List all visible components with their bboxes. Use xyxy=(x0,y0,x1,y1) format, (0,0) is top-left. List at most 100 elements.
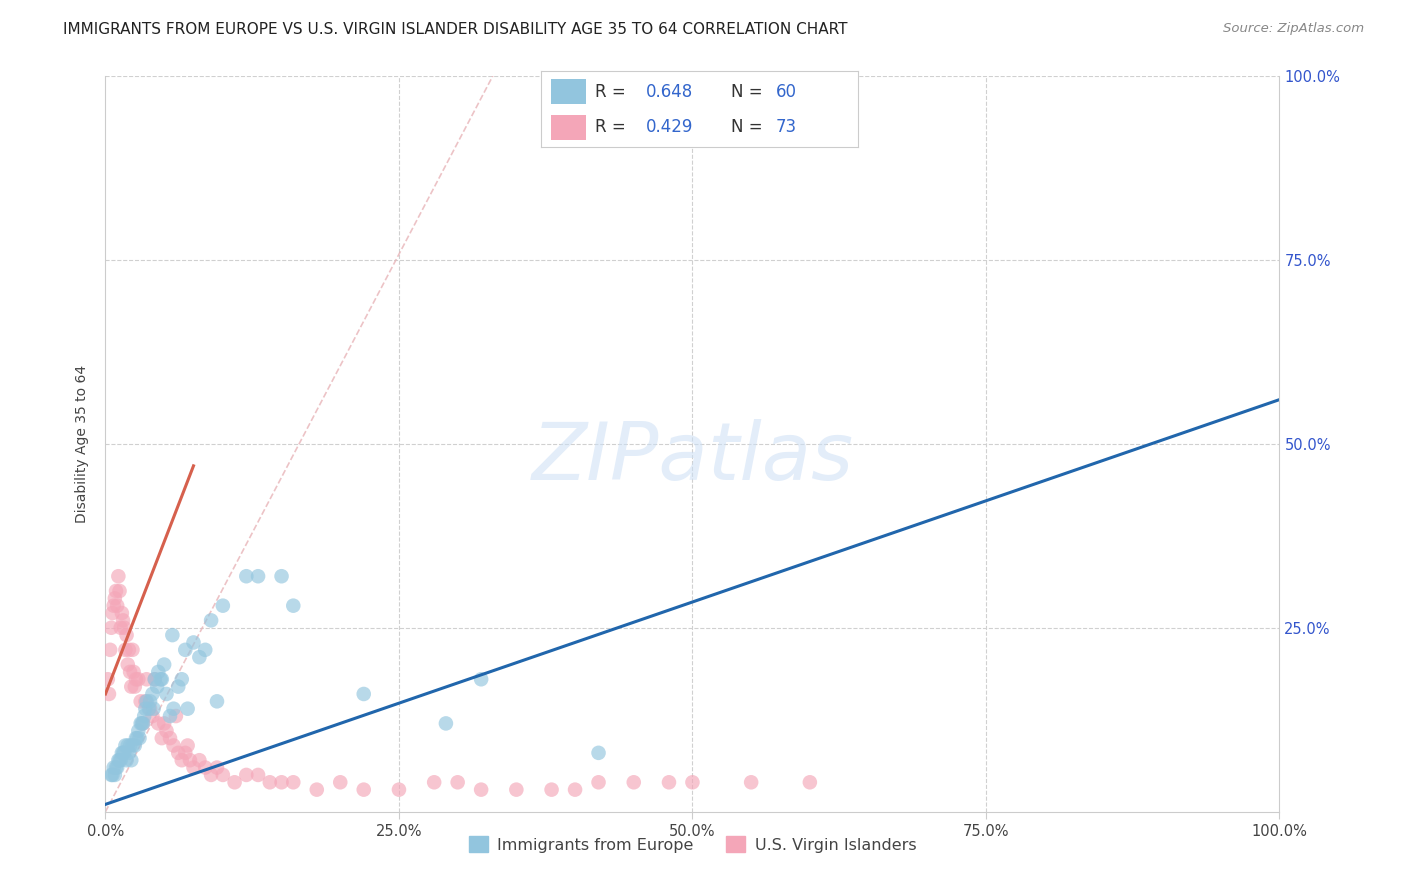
Point xyxy=(125,731,148,746)
Point xyxy=(120,680,142,694)
Point xyxy=(155,687,177,701)
Point xyxy=(146,680,169,694)
Point xyxy=(121,739,143,753)
Point xyxy=(170,753,193,767)
Point xyxy=(112,621,135,635)
FancyBboxPatch shape xyxy=(551,114,586,140)
Point xyxy=(128,731,150,746)
Text: 0.429: 0.429 xyxy=(645,118,693,136)
Point xyxy=(98,687,121,701)
Point xyxy=(682,775,704,789)
Point xyxy=(423,775,446,789)
Point xyxy=(388,782,411,797)
Point xyxy=(162,628,184,642)
Point xyxy=(112,746,135,760)
Point xyxy=(200,614,222,628)
Point xyxy=(101,606,124,620)
Point xyxy=(108,753,131,767)
Point xyxy=(143,673,166,687)
Point xyxy=(183,635,205,649)
Point xyxy=(120,739,142,753)
Point xyxy=(564,782,586,797)
Point xyxy=(305,782,328,797)
Text: R =: R = xyxy=(595,118,631,136)
Point xyxy=(142,701,165,715)
Point xyxy=(127,673,149,687)
Point xyxy=(121,642,143,657)
Point xyxy=(105,584,128,599)
Point xyxy=(112,614,135,628)
Point xyxy=(110,621,132,635)
Point xyxy=(134,694,156,708)
Point xyxy=(162,701,184,715)
Point xyxy=(138,701,160,715)
Point xyxy=(179,753,201,767)
Point xyxy=(200,768,222,782)
Point xyxy=(194,642,217,657)
Point xyxy=(134,701,156,715)
Point xyxy=(124,739,146,753)
Point xyxy=(159,731,181,746)
Point xyxy=(129,694,152,708)
Point xyxy=(120,753,142,767)
Point xyxy=(353,687,375,701)
Point xyxy=(110,753,132,767)
Point xyxy=(588,746,610,760)
Legend: Immigrants from Europe, U.S. Virgin Islanders: Immigrants from Europe, U.S. Virgin Isla… xyxy=(463,830,922,859)
Point xyxy=(329,775,352,789)
Point xyxy=(270,775,292,789)
Text: 0.648: 0.648 xyxy=(645,83,693,101)
Point xyxy=(658,775,681,789)
Point xyxy=(127,731,149,746)
Text: Source: ZipAtlas.com: Source: ZipAtlas.com xyxy=(1223,22,1364,36)
Point xyxy=(434,716,457,731)
Point xyxy=(740,69,762,83)
Point xyxy=(129,716,152,731)
Point xyxy=(135,673,157,687)
Point xyxy=(115,628,138,642)
Point xyxy=(470,673,492,687)
Point xyxy=(150,673,173,687)
Point xyxy=(211,768,233,782)
Text: 60: 60 xyxy=(776,83,796,101)
Point xyxy=(211,599,233,613)
Point xyxy=(134,709,156,723)
Point xyxy=(176,701,198,715)
Point xyxy=(105,760,128,774)
Point xyxy=(176,739,198,753)
Point xyxy=(114,739,136,753)
Point xyxy=(247,569,270,583)
Point xyxy=(149,673,172,687)
Point xyxy=(105,760,128,774)
Point xyxy=(165,709,187,723)
Point xyxy=(141,687,163,701)
Point xyxy=(107,569,129,583)
Point xyxy=(153,657,176,672)
Point xyxy=(131,716,153,731)
Point xyxy=(283,775,305,789)
Point xyxy=(114,642,136,657)
Point xyxy=(117,657,139,672)
Point xyxy=(120,665,142,679)
Text: N =: N = xyxy=(731,118,768,136)
Point xyxy=(100,768,122,782)
Point xyxy=(224,775,246,789)
Text: 73: 73 xyxy=(776,118,797,136)
FancyBboxPatch shape xyxy=(551,79,586,104)
Point xyxy=(139,701,162,715)
Point xyxy=(143,673,166,687)
Point xyxy=(117,739,139,753)
Point xyxy=(170,673,193,687)
Text: ZIPatlas: ZIPatlas xyxy=(531,419,853,498)
Point xyxy=(132,716,155,731)
Point xyxy=(505,782,527,797)
Point xyxy=(103,599,125,613)
Point xyxy=(111,606,134,620)
Point xyxy=(101,768,124,782)
Point xyxy=(103,760,125,774)
Point xyxy=(112,746,135,760)
Point xyxy=(470,782,492,797)
Point xyxy=(104,591,127,606)
Point xyxy=(740,775,762,789)
Point xyxy=(108,584,131,599)
